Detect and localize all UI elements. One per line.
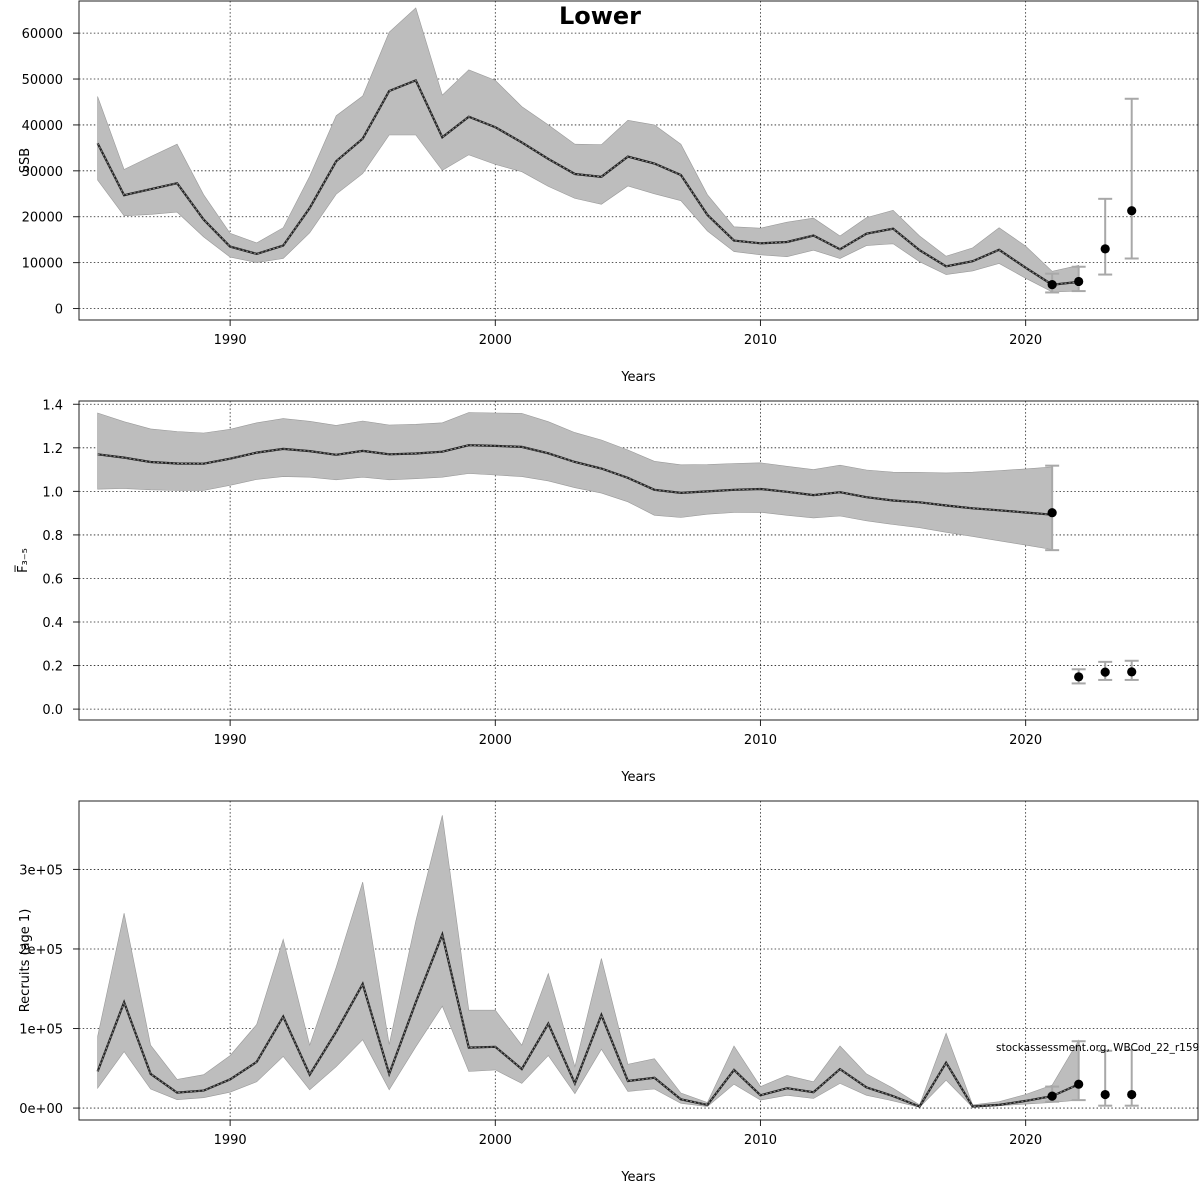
x-tick-label: 2010: [744, 333, 777, 348]
x-tick-label: 2000: [479, 333, 512, 348]
x-tick-label: 2010: [744, 1133, 777, 1148]
panel-2: 1990 2000 2010 2020 0.0 0.2 0.4 0.6 0.8 1.0 1.2 1.4…: [15, 398, 1199, 785]
estimate-line-dash: [97, 444, 1053, 516]
forecast-point: [1100, 667, 1110, 677]
y-tick-label: 1.4: [42, 398, 63, 413]
y-tick-label: 0.8: [42, 529, 63, 544]
x-tick-label: 1990: [214, 733, 247, 748]
confidence-band: [97, 412, 1053, 550]
x-axis-label: Years: [620, 1170, 656, 1185]
y-tick-label: 0.2: [42, 660, 63, 675]
x-tick-label: 2020: [1009, 733, 1042, 748]
forecast-point: [1047, 1091, 1057, 1101]
y-axis-label: Recruits (age 1): [18, 909, 33, 1013]
y-axis-label: F̅₃₋₅: [15, 548, 31, 573]
y-tick-label: 0.4: [42, 616, 63, 631]
forecast-point: [1074, 1079, 1084, 1089]
main-title: Lower: [559, 2, 641, 30]
watermark: stockassessment.org, WBCod_22_r15903: [996, 1042, 1200, 1054]
forecast-point: [1127, 1089, 1137, 1100]
y-tick-label: 3e+05: [19, 863, 63, 878]
forecast-point: [1047, 280, 1057, 290]
y-tick-label: 0: [55, 303, 63, 318]
x-tick-label: 2000: [479, 1133, 512, 1148]
estimate-line: [96, 78, 1079, 286]
y-tick-label: 0.0: [42, 703, 63, 718]
plot-frame: [78, 800, 1199, 1121]
estimate-line: [96, 930, 1080, 1108]
y-tick-label: 20000: [22, 211, 63, 226]
y-tick-label: 0.6: [42, 572, 63, 587]
x-axis-label: Years: [620, 370, 656, 385]
plot-frame: [78, 400, 1199, 721]
y-tick-label: 1.0: [42, 485, 63, 500]
panel-3: 1990 2000 2010 2020 0e+00 1e+05 2e+05 3e+05 Year…: [18, 800, 1199, 1185]
forecast-point: [1100, 1089, 1110, 1100]
x-axis-label: Years: [620, 770, 656, 785]
confidence-band: [97, 7, 1079, 293]
y-tick-label: 1.2: [42, 442, 63, 457]
y-tick-label: 10000: [22, 257, 63, 272]
x-tick-label: 2000: [479, 733, 512, 748]
x-tick-label: 2020: [1009, 1133, 1042, 1148]
y-tick-label: 30000: [22, 165, 63, 180]
y-tick-label: 60000: [22, 27, 63, 42]
x-tick-label: 1990: [214, 1133, 247, 1148]
x-tick-label: 2010: [744, 733, 777, 748]
confidence-band: [97, 815, 1079, 1108]
panel-1: 1990 2000 2010 2020 0 10000 20000 30000 40000 500…: [18, 0, 1199, 385]
plot-frame: [78, 0, 1199, 321]
y-tick-label: 2e+05: [19, 943, 63, 958]
forecast-point: [1074, 276, 1084, 287]
forecast-point: [1100, 244, 1110, 254]
y-tick-label: 0e+00: [19, 1102, 63, 1117]
forecast-point: [1074, 672, 1084, 682]
y-tick-label: 40000: [22, 119, 63, 134]
x-tick-label: 2020: [1009, 333, 1042, 348]
y-tick-label: 1e+05: [19, 1023, 63, 1038]
forecast-point: [1127, 667, 1137, 677]
forecast-point: [1127, 206, 1137, 216]
forecast-point: [1047, 508, 1057, 518]
y-axis-label: SSB: [18, 148, 33, 173]
y-tick-label: 50000: [22, 73, 63, 88]
x-tick-label: 1990: [214, 333, 247, 348]
